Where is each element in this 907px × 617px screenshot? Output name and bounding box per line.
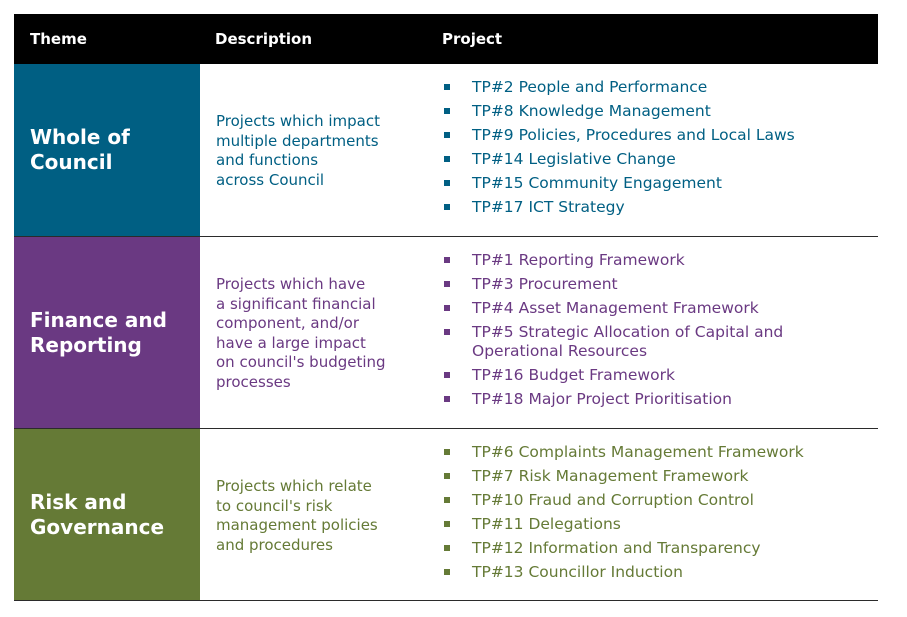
project-list: TP#6 Complaints Management Framework TP#… [444,443,864,587]
bullet-icon [444,473,450,479]
project-item: TP#16 Budget Framework [444,366,864,385]
bullet-icon [444,281,450,287]
project-item: TP#5 Strategic Allocation of Capital and… [444,323,864,361]
project-item: TP#15 Community Engagement [444,174,864,193]
project-item: TP#9 Policies, Procedures and Local Laws [444,126,864,145]
project-list: TP#1 Reporting Framework TP#3 Procuremen… [444,251,864,414]
description-cell: Projects which impact multiple departmen… [216,112,380,189]
project-item: TP#3 Procurement [444,275,864,294]
project-label: TP#17 ICT Strategy [472,198,625,216]
table-header: Theme Description Project [14,14,878,64]
project-label: TP#9 Policies, Procedures and Local Laws [472,126,795,144]
header-project: Project [442,30,503,48]
bullet-icon [444,545,450,551]
project-label: TP#14 Legislative Change [472,150,676,168]
theme-project-table: Theme Description Project Whole of Counc… [14,14,878,601]
bullet-icon [444,204,450,210]
bullet-icon [444,372,450,378]
theme-label: Finance and Reporting [30,307,167,357]
bullet-icon [444,329,450,335]
description-cell: Projects which have a significant financ… [216,275,386,391]
description-cell: Projects which relate to council's risk … [216,477,378,554]
bullet-icon [444,108,450,114]
bullet-icon [444,521,450,527]
project-label: TP#18 Major Project Prioritisation [472,390,732,408]
project-item: TP#11 Delegations [444,515,864,534]
project-item: TP#12 Information and Transparency [444,539,864,558]
project-item: TP#14 Legislative Change [444,150,864,169]
header-description: Description [215,30,313,48]
project-item: TP#7 Risk Management Framework [444,467,864,486]
project-label: TP#12 Information and Transparency [472,539,761,557]
bullet-icon [444,449,450,455]
project-label: TP#13 Councillor Induction [472,563,683,581]
project-label: TP#4 Asset Management Framework [472,299,759,317]
bullet-icon [444,132,450,138]
theme-cell: Whole of Council [14,64,200,236]
table-row-risk-and-governance: Risk and Governance Projects which relat… [14,429,878,601]
project-label: TP#1 Reporting Framework [472,251,685,269]
bullet-icon [444,569,450,575]
project-label: TP#2 People and Performance [472,78,708,96]
project-item: TP#1 Reporting Framework [444,251,864,270]
project-item: TP#2 People and Performance [444,78,864,97]
bullet-icon [444,156,450,162]
bullet-icon [444,305,450,311]
project-item: TP#8 Knowledge Management [444,102,864,121]
project-item: TP#13 Councillor Induction [444,563,864,582]
bullet-icon [444,84,450,90]
bullet-icon [444,180,450,186]
project-label: TP#7 Risk Management Framework [472,467,749,485]
project-label: TP#3 Procurement [472,275,618,293]
project-item: TP#17 ICT Strategy [444,198,864,217]
bullet-icon [444,396,450,402]
theme-label: Whole of Council [30,125,130,174]
project-item: TP#6 Complaints Management Framework [444,443,864,462]
project-label: TP#5 Strategic Allocation of Capital and… [472,323,784,360]
project-list: TP#2 People and Performance TP#8 Knowled… [444,78,864,222]
project-label: TP#15 Community Engagement [472,174,722,192]
project-label: TP#16 Budget Framework [472,366,675,384]
project-item: TP#4 Asset Management Framework [444,299,864,318]
bullet-icon [444,497,450,503]
project-label: TP#11 Delegations [472,515,621,533]
theme-cell: Risk and Governance [14,429,200,600]
table-row-finance-and-reporting: Finance and Reporting Projects which hav… [14,237,878,429]
table-row-whole-of-council: Whole of Council Projects which impact m… [14,64,878,237]
theme-label: Risk and Governance [30,489,165,539]
project-label: TP#6 Complaints Management Framework [472,443,804,461]
project-label: TP#8 Knowledge Management [472,102,711,120]
header-theme: Theme [30,30,87,48]
project-item: TP#18 Major Project Prioritisation [444,390,864,409]
project-item: TP#10 Fraud and Corruption Control [444,491,864,510]
project-label: TP#10 Fraud and Corruption Control [472,491,754,509]
theme-cell: Finance and Reporting [14,237,200,428]
bullet-icon [444,257,450,263]
